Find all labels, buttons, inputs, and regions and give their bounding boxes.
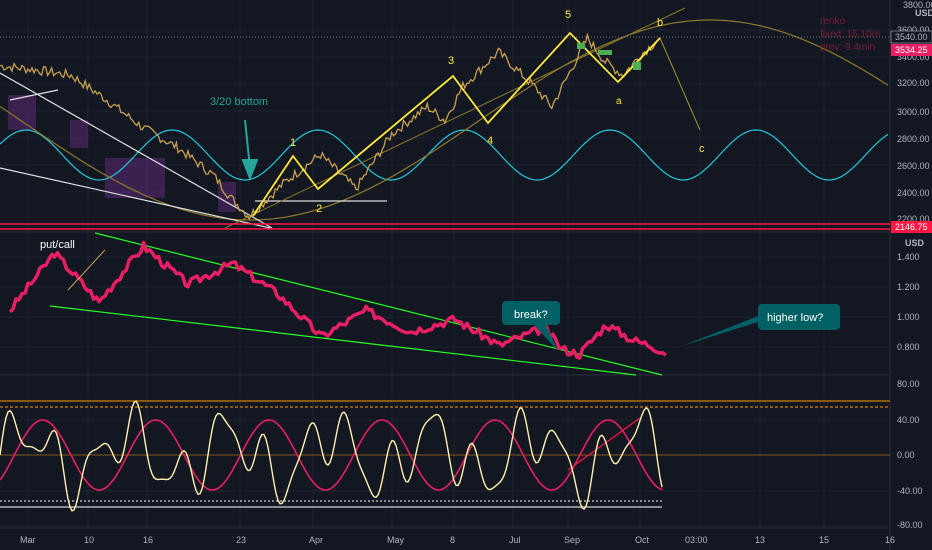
axis-tick-2400: 2400.00	[897, 188, 930, 198]
pc-axis-tick-1400: 1.400	[897, 252, 920, 262]
time-tick-23: 23	[236, 535, 246, 545]
osc-tick-neg80: -80.00	[897, 520, 923, 530]
break-callout	[502, 301, 560, 351]
time-tick-8: 8	[450, 535, 455, 545]
axis-unit-usd: USD	[915, 8, 932, 18]
wave-label-a: a	[616, 96, 622, 107]
shade-box-3	[105, 158, 165, 198]
wave-label-b: b	[657, 17, 663, 29]
time-tick-0300: 03:00	[685, 535, 708, 545]
oscillator-panel	[0, 400, 890, 512]
put-call-series	[8, 240, 667, 360]
axis-tick-2800: 2800.00	[897, 134, 930, 144]
higher-low-callout	[682, 304, 840, 346]
shade-box-2	[70, 120, 88, 148]
marker-green-2	[598, 50, 612, 55]
arrow-down-icon	[241, 119, 259, 181]
axis-tick-2200: 2200.00	[897, 214, 930, 224]
annotation-3-20-bottom: 3/20 bottom	[210, 96, 268, 108]
oscillator-axis: 80.00 40.00 0.00 -40.00 -80.00	[897, 379, 923, 530]
last-price-tag	[890, 30, 932, 44]
osc-trendline	[567, 417, 641, 471]
axis-tick-3200: 3200.00	[897, 78, 930, 88]
wave-label-5: 5	[565, 9, 571, 21]
wave-label-1: 1	[290, 137, 296, 149]
info-line-3: prev: 9.4min	[820, 42, 875, 53]
marker-green-1	[577, 43, 585, 49]
time-tick-oct: Oct	[635, 535, 650, 545]
axis-tick-2600: 2600.00	[897, 161, 930, 171]
osc-signal-line	[0, 419, 663, 491]
price-axis: 3800.00 USD 3600.00 3400.00 3200.00 3000…	[890, 0, 932, 233]
put-call-title: put/call	[40, 239, 75, 251]
wave-label-2: 2	[316, 203, 322, 215]
pc-axis-unit: USD	[905, 238, 925, 248]
time-axis: Mar 10 16 23 Apr May 8 Jul Sep Oct 03:00…	[20, 535, 895, 545]
current-price-tag	[891, 44, 932, 56]
low-price-value: 2146.75	[895, 222, 928, 232]
cycle-wave-long	[0, 19, 889, 221]
time-tick-16b: 16	[885, 535, 895, 545]
osc-tick-0: 0.00	[897, 450, 915, 460]
info-line-2: fixed: 15.10m	[820, 29, 880, 40]
time-tick-15: 15	[819, 535, 829, 545]
shade-box-1	[8, 95, 36, 130]
pc-axis-tick-0800: 0.800	[897, 342, 920, 352]
put-call-axis: USD 1.400 1.200 1.000 0.800	[897, 238, 925, 352]
wave-label-4: 4	[487, 135, 493, 147]
axis-tick-3800: 3800.00	[903, 0, 932, 10]
projection-line	[659, 37, 701, 131]
osc-tick-40: 40.00	[897, 415, 920, 425]
wave-label-c: c	[699, 143, 705, 155]
trendline-lower	[0, 167, 271, 229]
time-tick-apr: Apr	[309, 535, 323, 545]
trendline-upper	[0, 72, 273, 229]
put-call-pointer-line	[67, 249, 106, 291]
osc-tick-80: 80.00	[897, 379, 920, 389]
put-call-panel: put/call break? higher low?	[8, 232, 840, 376]
axis-tick-3000: 3000.00	[897, 107, 930, 117]
osc-tick-neg40: -40.00	[897, 486, 923, 496]
channel-line	[224, 7, 686, 229]
time-tick-13: 13	[755, 535, 765, 545]
break-callout-text: break?	[514, 309, 548, 321]
cycle-wave-short	[0, 129, 889, 181]
put-call-trendline-lower	[49, 305, 637, 376]
time-tick-jul: Jul	[509, 535, 521, 545]
time-tick-may: May	[387, 535, 405, 545]
pc-axis-tick-1000: 1.000	[897, 312, 920, 322]
info-line-1: renko	[820, 16, 845, 27]
time-tick-sep: Sep	[564, 535, 580, 545]
low-price-tag	[891, 221, 932, 233]
axis-tick-3600: 3600.00	[897, 25, 930, 35]
elliott-wave-lines	[252, 31, 661, 217]
wave-label-3: 3	[448, 55, 454, 67]
last-price-value: 3540.00	[895, 32, 928, 42]
current-price-value: 3534.25	[895, 45, 928, 55]
osc-fast-line	[0, 400, 663, 512]
price-panel: 1 2 3 4 5 a b c 3/20 bottom renko fixed:…	[0, 7, 890, 230]
pc-axis-tick-1200: 1.200	[897, 282, 920, 292]
price-series	[0, 32, 658, 221]
higher-low-callout-text: higher low?	[767, 312, 823, 324]
axis-tick-3400: 3400.00	[897, 52, 930, 62]
marker-green-3	[633, 62, 641, 70]
time-tick-mar: Mar	[20, 535, 36, 545]
time-tick-16: 16	[143, 535, 153, 545]
time-tick-10: 10	[84, 535, 94, 545]
trendline-short	[9, 89, 59, 101]
